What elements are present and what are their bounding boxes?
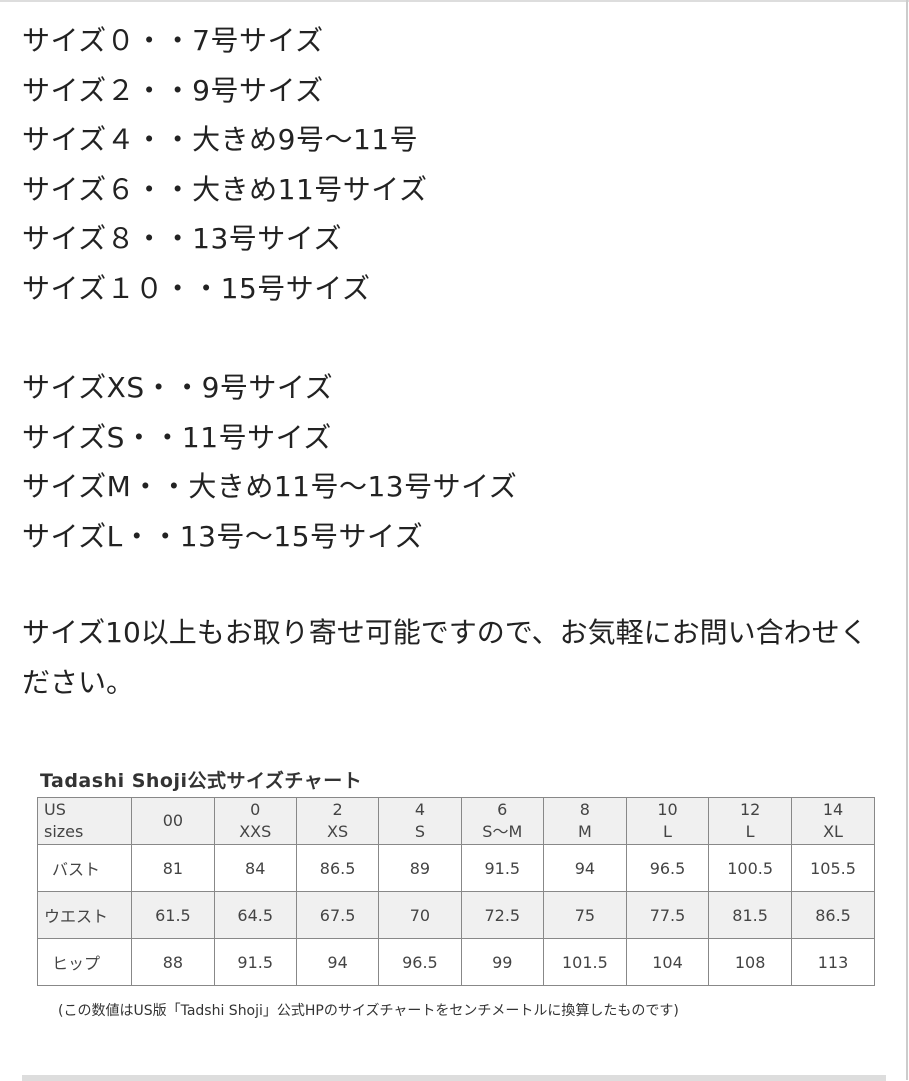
measurement-cell: 72.5	[460, 891, 544, 939]
us-size: 14	[822, 800, 844, 819]
us-size: 4	[414, 800, 426, 819]
letter-size: L	[663, 822, 672, 841]
size-column-header: 00	[131, 797, 215, 845]
measurement-cell: 105.5	[791, 844, 875, 892]
us-size: 8	[579, 800, 590, 819]
us-size: 0	[250, 800, 261, 819]
measurement-cell: 96.5	[378, 938, 462, 986]
size-line: サイズ６・・大きめ11号サイズ	[22, 172, 428, 206]
us-size: 10	[657, 800, 678, 819]
size-line: サイズ０・・7号サイズ	[22, 24, 324, 57]
size-chart-title: Tadashi Shoji公式サイズチャート	[40, 770, 363, 792]
measurement-cell: 94	[542, 844, 627, 892]
size-list: サイズ０・・7号サイズ サイズ２・・9号サイズ サイズ４・・大きめ9号〜11号 …	[22, 16, 892, 562]
measurement-cell: 81	[131, 844, 215, 892]
size-line: サイズL・・13号〜15号サイズ	[22, 519, 424, 553]
measurement-cell: 67.5	[295, 891, 380, 939]
size-chart-footnote: (この数値はUS版「Tadshi Shoji」公式HPのサイズチャートをセンチメ…	[58, 1003, 679, 1019]
header-row: US sizes 00 0 XXS 2 XS 4 S 6 S〜M 8 M 10 L 12 L 14 XL	[36, 797, 875, 845]
size-line: サイズS・・11号サイズ	[22, 420, 332, 454]
measurement-cell: 84	[213, 844, 297, 892]
table-row: ヒップ 88 91.5 94 96.5 99 101.5 104 108 113	[36, 938, 875, 986]
size-column-header: 6 S〜M	[460, 797, 544, 845]
size-column-header: 10 L	[625, 797, 710, 845]
size-line: サイズXS・・9号サイズ	[22, 371, 334, 405]
row-label: ヒップ	[36, 938, 133, 986]
measurement-cell: 81.5	[708, 891, 793, 939]
measurement-cell: 75	[542, 891, 627, 939]
us-size: 6	[497, 800, 508, 819]
size-line: サイズ４・・大きめ9号〜11号	[22, 123, 419, 157]
letter-size: L	[745, 822, 755, 841]
measurement-cell: 61.5	[131, 891, 215, 939]
measurement-cell: 94	[295, 938, 380, 986]
table-row: ウエスト 61.5 64.5 67.5 70 72.5 75 77.5 81.5 86.5	[36, 891, 875, 939]
size-column-header: 12 L	[708, 797, 793, 845]
measurement-cell: 99	[460, 938, 544, 986]
measurement-cell: 91.5	[213, 938, 297, 986]
order-note: サイズ10以上もお取り寄せ可能ですので、お気軽にお問い合わせください。	[22, 616, 868, 699]
measurement-cell: 104	[625, 938, 710, 986]
measurement-cell: 70	[378, 891, 462, 939]
bottom-divider	[22, 1075, 886, 1081]
header-label-line: sizes	[44, 822, 84, 841]
measurement-cell: 86.5	[295, 844, 380, 892]
size-column-header: 14 XL	[791, 797, 875, 845]
table-row: バスト 81 84 86.5 89 91.5 94 96.5 100.5 105.5	[36, 844, 875, 892]
measurement-cell: 86.5	[791, 891, 875, 939]
size-column-header: 2 XS	[295, 797, 380, 845]
us-size: 2	[332, 800, 343, 819]
size-chart-table: US sizes 00 0 XXS 2 XS 4 S 6 S〜M 8 M 10 L 12 L 14 XL バスト 81 8…	[36, 797, 875, 986]
letter-size: XL	[823, 822, 843, 841]
size-column-header: 0 XXS	[213, 797, 297, 845]
row-label: バスト	[36, 844, 133, 892]
letter-size: XS	[327, 822, 349, 841]
size-line: サイズ８・・13号サイズ	[22, 222, 342, 256]
measurement-cell: 96.5	[625, 844, 710, 892]
measurement-cell: 88	[131, 938, 215, 986]
size-line: サイズ２・・9号サイズ	[22, 73, 324, 107]
size-line: サイズM・・大きめ11号〜13号サイズ	[22, 470, 518, 504]
measurement-cell: 77.5	[625, 891, 710, 939]
us-size: 00	[162, 811, 184, 830]
measurement-cell: 91.5	[460, 844, 544, 892]
right-border	[906, 0, 908, 1080]
top-divider	[0, 0, 909, 2]
measurement-cell: 113	[791, 938, 875, 986]
letter-size: XXS	[239, 822, 272, 841]
header-label-cell: US sizes	[36, 797, 133, 845]
letter-size: M	[577, 822, 592, 841]
row-label: ウエスト	[36, 891, 133, 939]
size-line: サイズ１０・・15号サイズ	[22, 271, 371, 305]
us-size: 12	[739, 800, 761, 819]
measurement-cell: 100.5	[708, 844, 793, 892]
header-label-line: US	[44, 800, 66, 819]
letter-size: S〜M	[482, 822, 523, 841]
measurement-cell: 108	[708, 938, 793, 986]
measurement-cell: 89	[378, 844, 462, 892]
letter-size: S	[414, 822, 425, 841]
measurement-cell: 101.5	[542, 938, 627, 986]
measurement-cell: 64.5	[213, 891, 297, 939]
